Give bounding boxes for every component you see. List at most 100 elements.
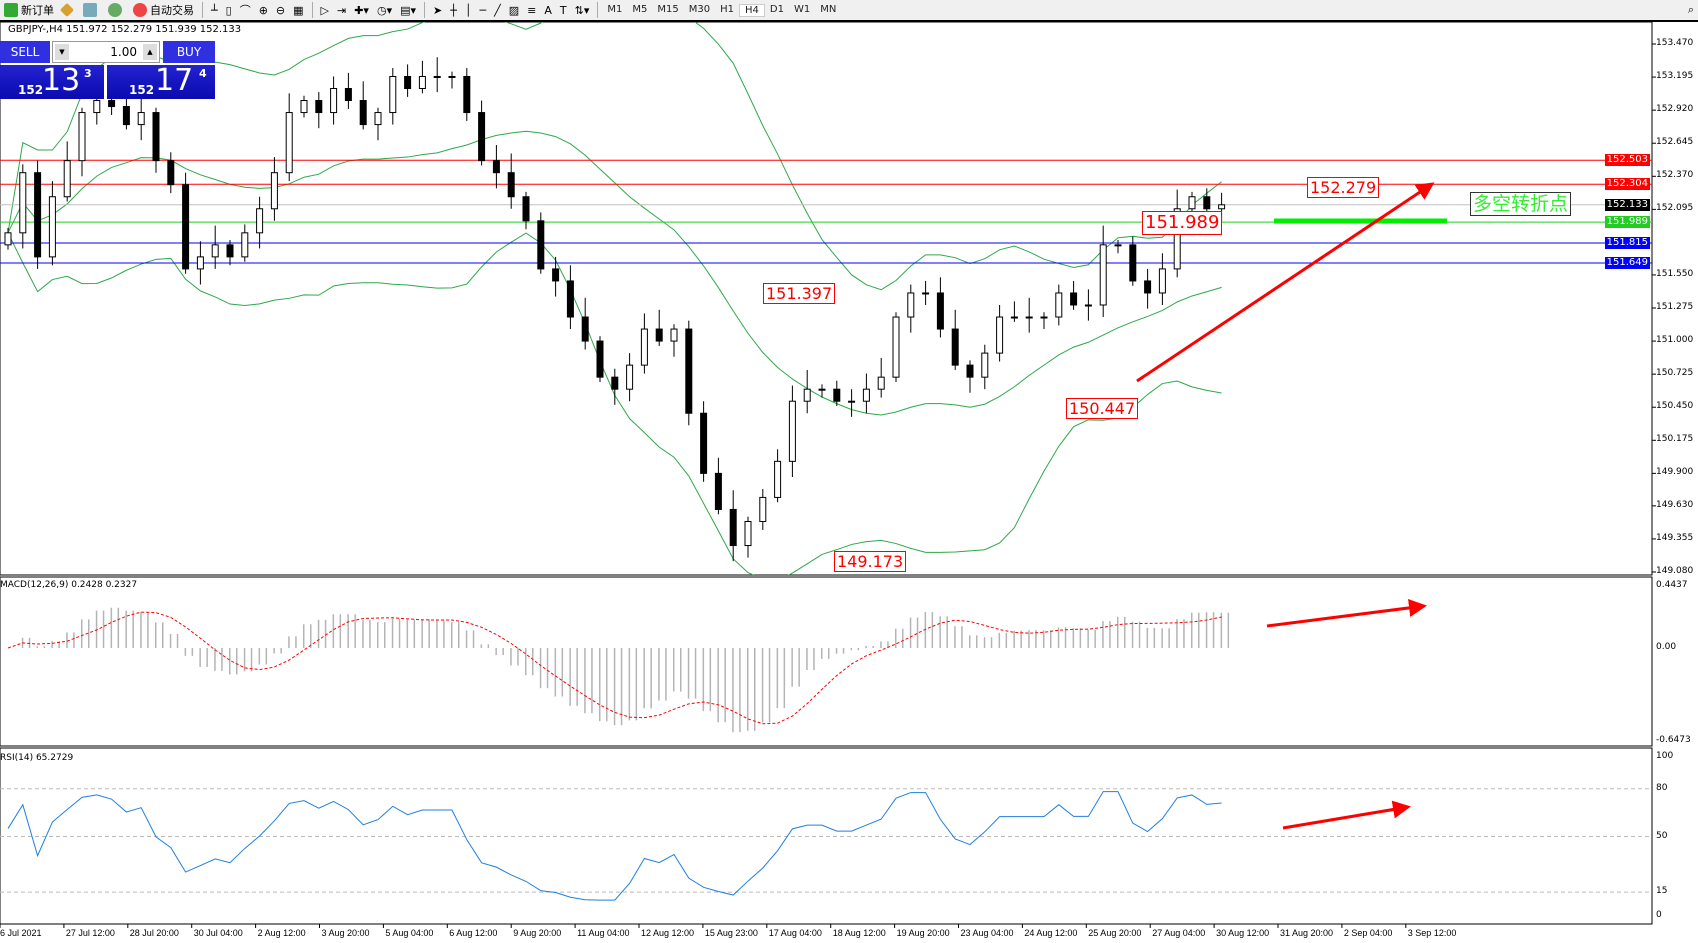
macd-histogram-bar — [857, 648, 860, 651]
autoscroll-button[interactable]: ⇥ — [337, 3, 347, 17]
periods-button[interactable]: ◷▾ — [376, 3, 393, 17]
text-tool[interactable]: A — [544, 3, 552, 17]
vertical-line-tool[interactable]: │ — [464, 3, 472, 17]
annotation-152279[interactable]: 152.279 — [1307, 177, 1380, 198]
cursor-tool[interactable]: ➤ — [433, 3, 443, 17]
news-icon — [83, 3, 97, 17]
macd-histogram-bar — [214, 648, 216, 671]
lot-increase-button[interactable]: ▲ — [143, 44, 157, 60]
macd-histogram-bar — [406, 619, 409, 648]
macd-histogram-bar — [998, 632, 1001, 648]
turning-point-label[interactable]: 多空转折点 — [1470, 192, 1572, 216]
bull-candle — [211, 244, 219, 258]
bear-candle — [226, 244, 234, 258]
bear-candle — [833, 388, 841, 402]
annotation-151989[interactable]: 151.989 — [1142, 211, 1223, 235]
timeframe-d1[interactable]: D1 — [769, 3, 784, 15]
buy-button[interactable]: BUY — [163, 41, 215, 63]
bull-candle — [448, 75, 456, 78]
signal-button[interactable] — [104, 0, 129, 20]
macd-histogram-bar — [436, 620, 438, 648]
search-icon[interactable]: ⌕ — [1687, 3, 1694, 16]
buy-price[interactable]: 152 17 4 — [107, 63, 215, 99]
macd-histogram-bar — [620, 648, 623, 726]
zoom-out-button[interactable]: ⊖ — [275, 3, 286, 17]
macd-histogram-bar — [43, 646, 46, 648]
timeframe-m15[interactable]: M15 — [657, 3, 679, 15]
news-button[interactable] — [79, 0, 104, 20]
macd-histogram-bar — [628, 648, 631, 721]
zoom-in-button[interactable]: ⊕ — [258, 3, 268, 17]
sell-price[interactable]: 152 13 3 — [0, 63, 104, 99]
horizontal-line-tool[interactable]: ─ — [479, 3, 487, 17]
bear-candle — [1144, 280, 1152, 294]
macd-histogram-bar — [117, 607, 120, 648]
macd-histogram-bar — [665, 648, 667, 701]
arrows-tool[interactable]: ⇅▾ — [574, 3, 590, 17]
history-button[interactable] — [58, 0, 79, 20]
lot-size-input[interactable]: ▼ 1.00 ▲ — [52, 41, 160, 63]
macd-histogram-bar — [1161, 628, 1163, 648]
macd-histogram-bar — [850, 648, 853, 651]
candle-chart-button[interactable]: ▯ — [225, 3, 232, 17]
bear-candle — [315, 100, 323, 114]
annotation-149173[interactable]: 149.173 — [834, 551, 907, 572]
rsi-line — [7, 791, 1222, 901]
timeframe-m30[interactable]: M30 — [688, 3, 711, 15]
bar-chart-button[interactable]: ┴ — [211, 3, 218, 17]
time-tick-label: 2 Sep 04:00 — [1343, 928, 1393, 938]
auto-trading-button[interactable]: 自动交易 — [129, 0, 198, 20]
bear-candle — [122, 106, 130, 126]
templates-button[interactable]: ▤▾ — [400, 3, 417, 17]
bull-candle — [1188, 196, 1196, 210]
timeframe-mn[interactable]: MN — [820, 3, 837, 15]
macd-histogram-bar — [1146, 627, 1149, 648]
timeframe-m1[interactable]: M1 — [607, 3, 623, 15]
bull-candle — [374, 112, 382, 126]
macd-histogram-bar — [872, 645, 874, 648]
time-tick-label: 19 Aug 20:00 — [896, 928, 950, 938]
macd-histogram-bar — [273, 648, 275, 654]
timeframe-h4[interactable]: H4 — [738, 3, 765, 17]
chart-shift-button[interactable]: ▷ — [320, 3, 329, 17]
bear-candle — [167, 160, 175, 186]
buy-price-pips: 17 — [155, 63, 194, 98]
fibonacci-tool[interactable]: ≡ — [527, 3, 537, 17]
macd-histogram-bar — [569, 648, 571, 706]
line-chart-button[interactable]: ⌒ — [239, 4, 251, 17]
bull-candle — [640, 328, 648, 366]
bear-candle — [729, 508, 737, 547]
time-tick-label: 5 Aug 04:00 — [385, 928, 434, 938]
indicators-button[interactable]: ✚▾ — [354, 3, 369, 17]
macd-histogram-bar — [673, 648, 675, 692]
bull-candle — [803, 388, 811, 402]
time-tick-label: 30 Aug 12:00 — [1216, 928, 1270, 938]
bull-candle — [270, 172, 278, 210]
macd-panel-frame — [0, 576, 1653, 747]
macd-histogram-bar — [1124, 616, 1126, 648]
macd-histogram-bar — [428, 619, 430, 648]
price-tag: 151.815 — [1604, 237, 1650, 250]
trendline-tool[interactable]: ╱ — [494, 3, 501, 17]
timeframe-m5[interactable]: M5 — [632, 3, 648, 15]
macd-histogram-bar — [1020, 630, 1022, 648]
bull-candle — [788, 400, 796, 462]
macd-histogram-bar — [791, 648, 793, 687]
tile-windows-button[interactable]: ▦ — [293, 3, 304, 17]
timeframe-w1[interactable]: W1 — [793, 3, 811, 15]
sell-button[interactable]: SELL — [0, 41, 50, 63]
crosshair-tool[interactable]: ┼ — [450, 3, 457, 17]
text-label-tool[interactable]: T — [559, 3, 567, 17]
bull-candle — [330, 88, 338, 114]
annotation-151397[interactable]: 151.397 — [763, 283, 836, 304]
annotation-150447[interactable]: 150.447 — [1066, 398, 1139, 419]
equidistant-channel-tool[interactable]: ▨ — [508, 3, 520, 17]
macd-histogram-bar — [821, 648, 823, 659]
new-order-button[interactable]: 新订单 — [0, 0, 58, 20]
timeframe-h1[interactable]: H1 — [720, 3, 734, 15]
macd-histogram-bar — [806, 648, 808, 671]
macd-histogram-bar — [465, 630, 468, 648]
chart-canvas[interactable] — [0, 22, 1698, 943]
lot-decrease-button[interactable]: ▼ — [55, 44, 69, 60]
price-trend-arrow — [1136, 182, 1435, 383]
